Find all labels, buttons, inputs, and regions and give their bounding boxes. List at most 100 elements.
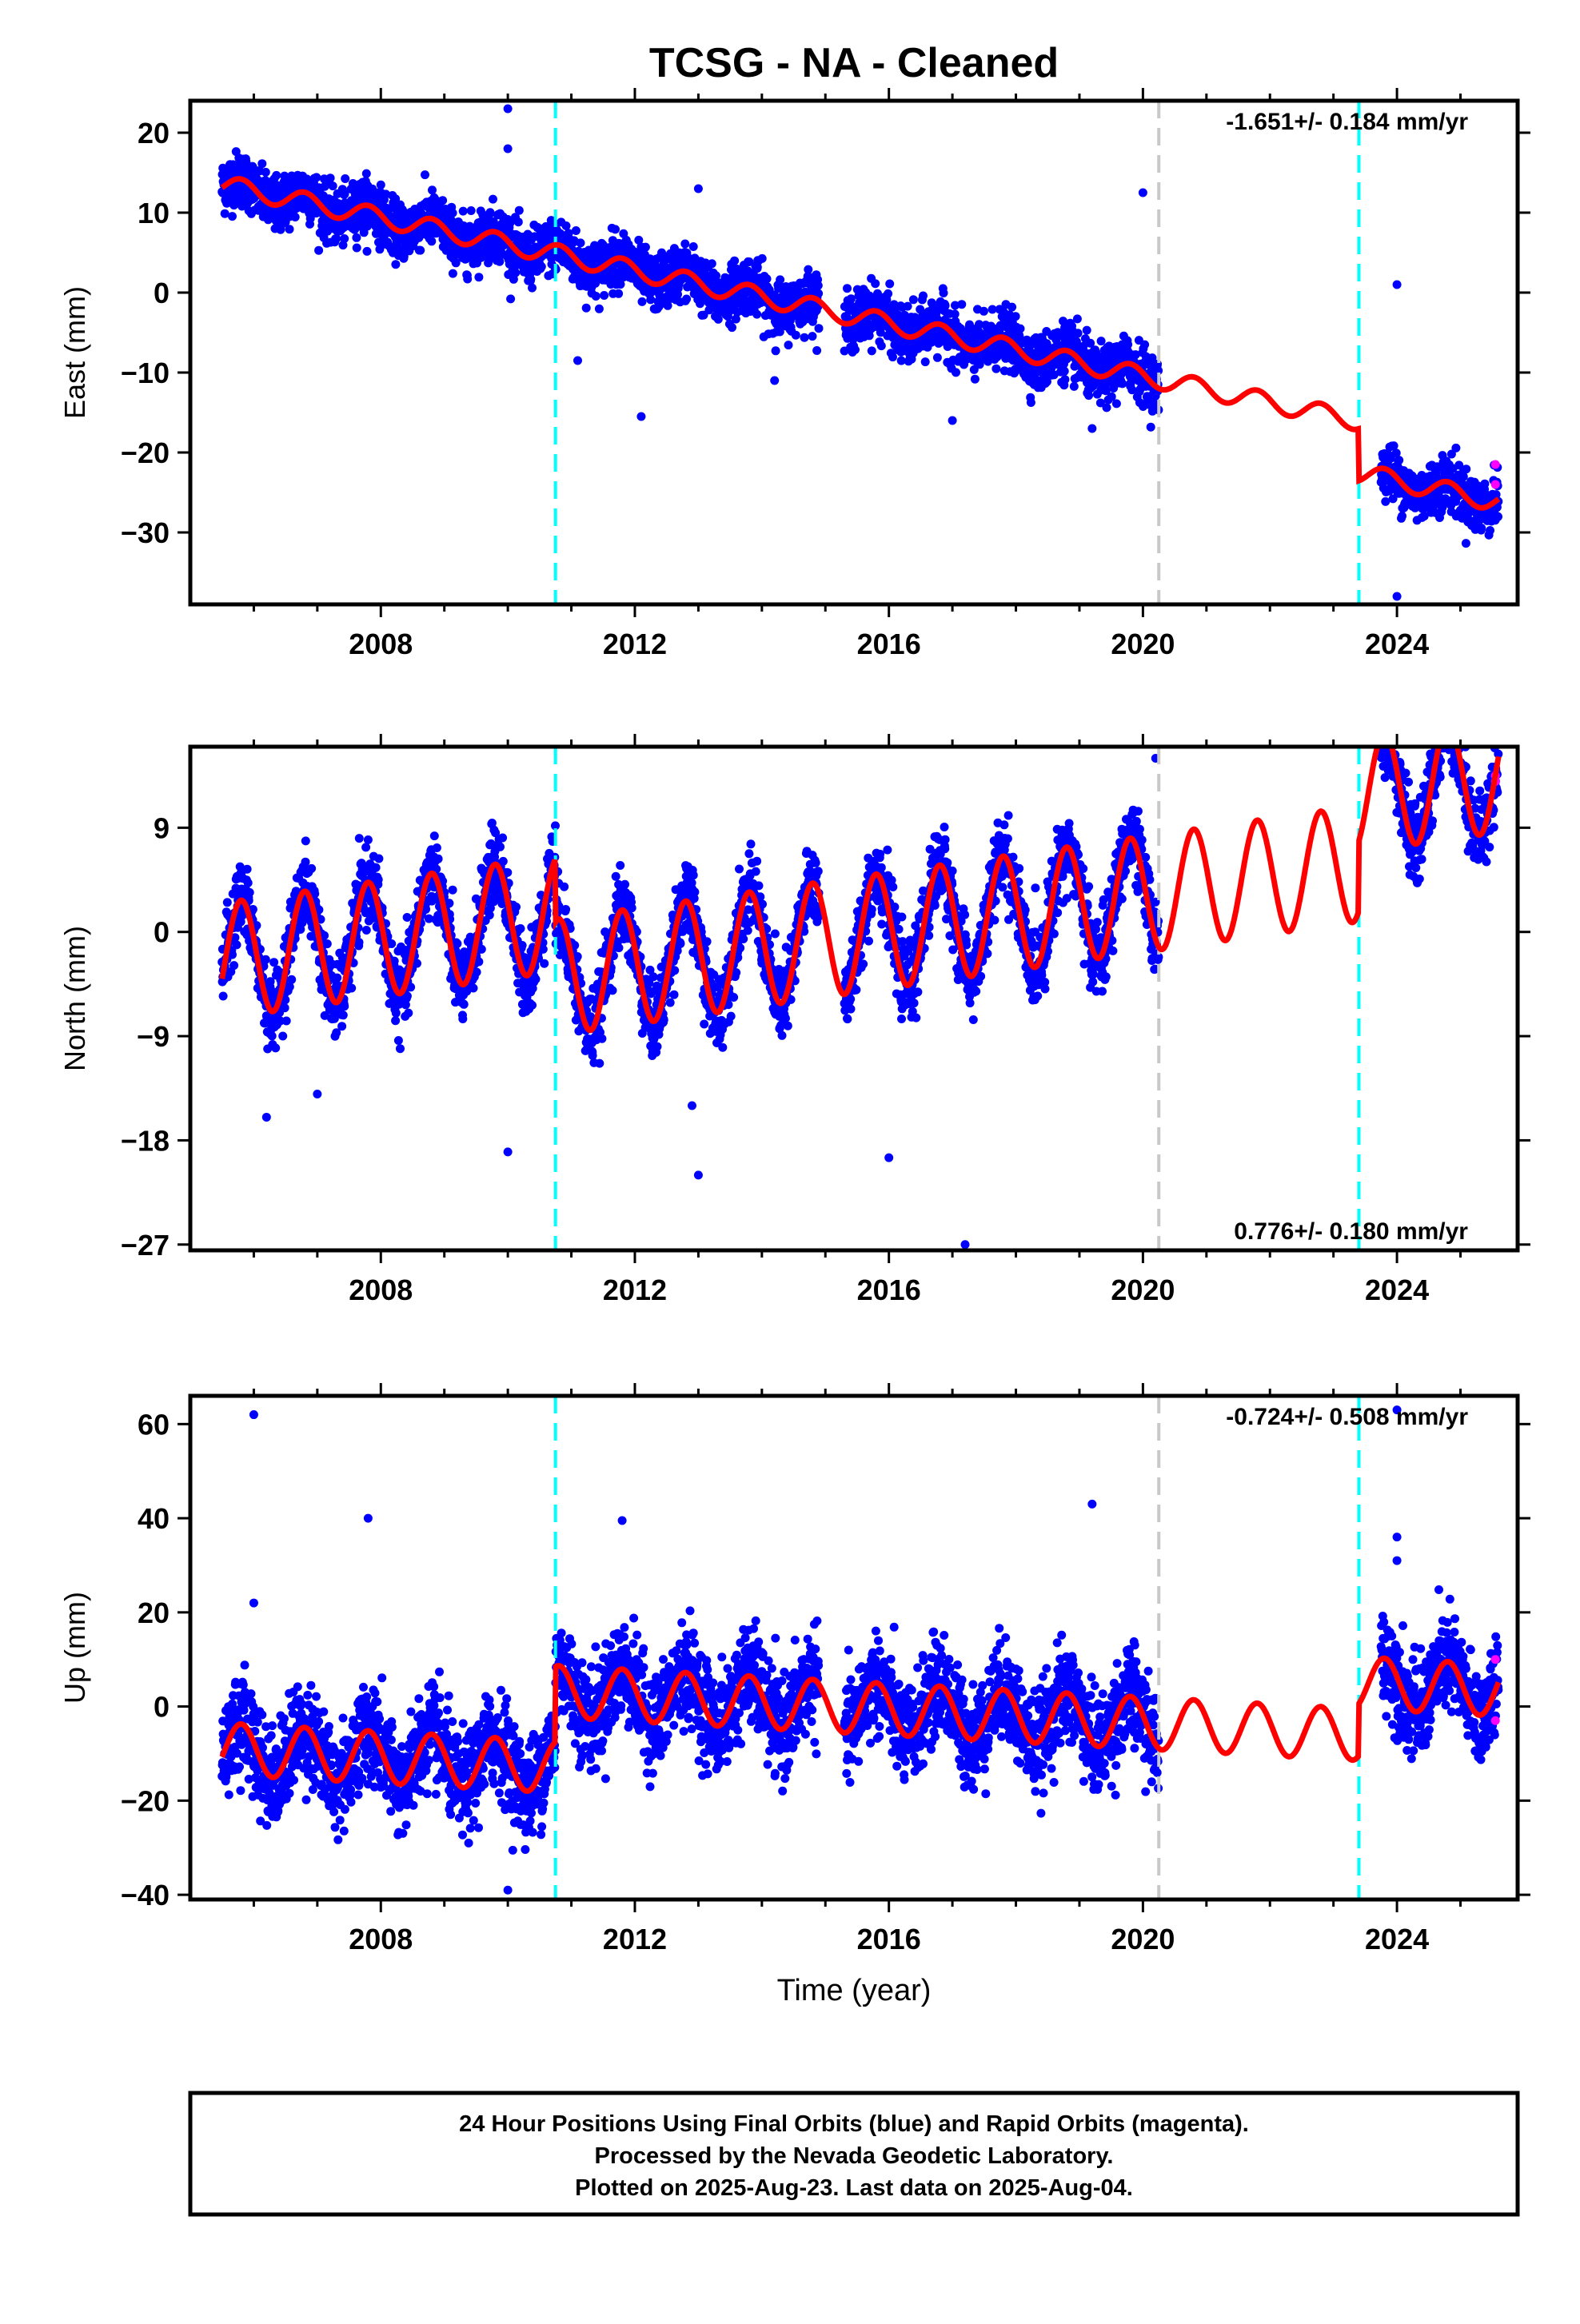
data-point bbox=[449, 209, 457, 217]
data-point bbox=[421, 170, 429, 179]
data-point bbox=[1127, 385, 1136, 394]
data-point bbox=[1394, 456, 1403, 464]
data-point bbox=[261, 168, 270, 177]
data-point bbox=[1007, 303, 1016, 312]
data-point bbox=[611, 225, 620, 233]
data-point bbox=[326, 173, 335, 182]
y-tick-label: −30 bbox=[121, 516, 170, 549]
data-point bbox=[245, 888, 254, 897]
y-tick-label: −20 bbox=[121, 436, 170, 469]
outlier-point bbox=[636, 413, 645, 421]
data-point bbox=[486, 208, 495, 217]
data-point bbox=[921, 357, 930, 366]
data-point bbox=[404, 1009, 413, 1018]
east-final-orbit-points bbox=[217, 105, 1502, 601]
data-point bbox=[812, 346, 821, 355]
data-point bbox=[353, 244, 361, 253]
data-point bbox=[638, 297, 647, 306]
x-tick-label: 2012 bbox=[603, 628, 667, 660]
data-point bbox=[333, 974, 341, 983]
data-point bbox=[730, 257, 739, 265]
data-point bbox=[340, 234, 349, 243]
data-point bbox=[453, 939, 461, 948]
data-point bbox=[282, 1017, 291, 1026]
data-point bbox=[1398, 512, 1406, 520]
data-point bbox=[285, 225, 294, 233]
data-point bbox=[312, 173, 321, 181]
data-point bbox=[877, 341, 886, 350]
data-point bbox=[758, 254, 767, 263]
y-tick-label: 10 bbox=[138, 197, 170, 229]
east-rate-label: -1.651+/- 0.184 mm/yr bbox=[1226, 109, 1468, 135]
data-point bbox=[940, 289, 948, 297]
data-point bbox=[261, 955, 270, 964]
data-point bbox=[614, 289, 623, 298]
data-point bbox=[776, 275, 784, 284]
data-point bbox=[1011, 312, 1020, 321]
data-point bbox=[413, 959, 421, 968]
data-point bbox=[272, 171, 281, 180]
data-point bbox=[291, 213, 300, 221]
data-point bbox=[919, 292, 928, 301]
y-tick-label: 0 bbox=[154, 277, 170, 309]
data-point bbox=[1494, 512, 1502, 521]
data-point bbox=[952, 368, 960, 377]
outlier-point bbox=[573, 357, 582, 365]
data-point bbox=[396, 1044, 405, 1053]
data-point bbox=[1083, 326, 1091, 335]
data-point bbox=[1060, 367, 1069, 376]
rapid-orbit-point bbox=[1491, 460, 1500, 469]
data-point bbox=[489, 195, 497, 204]
data-point bbox=[641, 243, 650, 252]
data-point bbox=[329, 181, 337, 190]
data-point bbox=[680, 240, 689, 249]
data-point bbox=[1027, 398, 1035, 407]
data-point bbox=[532, 975, 541, 983]
outlier-point bbox=[1393, 592, 1402, 601]
data-point bbox=[933, 353, 942, 362]
data-point bbox=[941, 301, 950, 310]
data-point bbox=[271, 1043, 280, 1052]
data-point bbox=[515, 206, 524, 215]
outlier-point bbox=[1087, 425, 1096, 433]
data-point bbox=[427, 237, 436, 245]
data-point bbox=[392, 1009, 401, 1018]
data-point bbox=[301, 836, 310, 845]
data-point bbox=[219, 992, 228, 1001]
data-point bbox=[459, 207, 468, 216]
data-point bbox=[364, 835, 373, 844]
data-point bbox=[287, 975, 296, 984]
data-point bbox=[506, 294, 515, 303]
data-point bbox=[1016, 325, 1025, 333]
data-point bbox=[498, 834, 507, 843]
data-point bbox=[763, 274, 772, 283]
data-point bbox=[772, 346, 780, 355]
data-point bbox=[374, 855, 383, 863]
data-point bbox=[885, 280, 894, 289]
data-point bbox=[428, 185, 437, 194]
data-point bbox=[600, 291, 608, 300]
data-point bbox=[904, 302, 912, 311]
data-point bbox=[577, 238, 585, 247]
data-point bbox=[339, 1011, 348, 1019]
y-tick-label: 20 bbox=[138, 117, 170, 149]
chart-title: TCSG - NA - Cleaned bbox=[649, 40, 1059, 86]
rapid-orbit-point bbox=[1491, 480, 1500, 489]
data-point bbox=[430, 831, 439, 840]
outlier-point bbox=[504, 145, 513, 153]
data-point bbox=[1112, 399, 1121, 408]
data-point bbox=[1073, 314, 1082, 323]
data-point bbox=[458, 1015, 467, 1023]
data-point bbox=[438, 196, 447, 205]
y-tick-label: −10 bbox=[121, 357, 170, 389]
data-point bbox=[1103, 403, 1111, 412]
data-point bbox=[387, 939, 396, 948]
data-point bbox=[815, 324, 824, 333]
data-point bbox=[391, 260, 400, 269]
data-point bbox=[572, 226, 581, 235]
data-point bbox=[269, 958, 278, 967]
data-point bbox=[460, 1000, 469, 1009]
data-point bbox=[363, 247, 372, 256]
